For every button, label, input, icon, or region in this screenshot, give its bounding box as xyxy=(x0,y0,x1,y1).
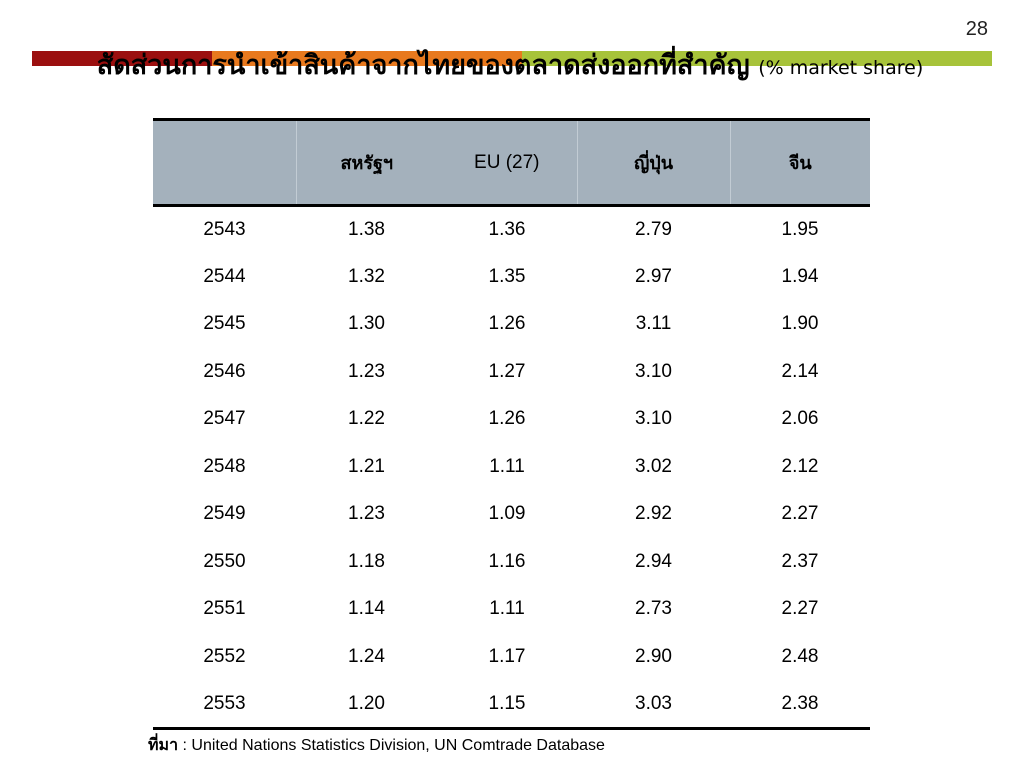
stripe-orange xyxy=(212,51,522,66)
cell-eu: 1.26 xyxy=(488,313,526,335)
cell-year: 2543 xyxy=(203,219,246,240)
title-main: สัดส่วนการนำเข้าสินค้าจากไทยของตลาดส่งออ… xyxy=(96,50,750,81)
cell-eu: 1.36 xyxy=(488,219,526,240)
cell-japan: 3.10 xyxy=(635,360,672,382)
cell-eu: 1.11 xyxy=(489,598,525,620)
cell-china: 2.12 xyxy=(781,455,819,477)
cell-china: 2.37 xyxy=(781,550,819,572)
cell-usa: 1.30 xyxy=(348,313,385,335)
cell-usa: 1.23 xyxy=(348,503,385,525)
cell-japan: 3.02 xyxy=(635,455,672,477)
cell-eu: 1.35 xyxy=(488,265,526,287)
table-row: 2544 1.32 1.35 2.97 1.94 xyxy=(153,253,870,301)
table-row: 2552 1.24 1.17 2.90 2.48 xyxy=(153,633,870,681)
cell-eu: 1.26 xyxy=(488,408,526,430)
cell-china: 1.95 xyxy=(781,219,819,240)
cell-china: 2.27 xyxy=(781,598,819,620)
cell-usa: 1.14 xyxy=(348,598,385,620)
cell-japan: 3.11 xyxy=(635,313,672,335)
header-year xyxy=(153,118,296,207)
table-row: 2545 1.30 1.26 3.11 1.90 xyxy=(153,301,870,349)
cell-usa: 1.22 xyxy=(348,408,385,430)
header-usa: สหรัฐฯ xyxy=(295,118,437,207)
header-eu: EU (27) xyxy=(437,118,577,207)
cell-eu: 1.11 xyxy=(489,455,525,477)
cell-japan: 2.79 xyxy=(635,219,672,240)
title-unit: (% market share) xyxy=(758,57,924,79)
cell-china: 1.90 xyxy=(781,313,819,335)
cell-year: 2548 xyxy=(203,455,246,477)
stripe-green xyxy=(522,51,992,66)
cell-usa: 1.21 xyxy=(348,455,385,477)
cell-year: 2544 xyxy=(203,265,246,287)
cell-japan: 2.73 xyxy=(635,598,672,620)
table-body: 2543 1.38 1.36 2.79 1.95 2544 1.32 1.35 2.97 1.94… xyxy=(153,206,870,730)
cell-china: 2.27 xyxy=(781,503,819,525)
header-china: จีน xyxy=(729,118,870,207)
cell-usa: 1.18 xyxy=(348,550,385,572)
table-row: 2549 1.23 1.09 2.92 2.27 xyxy=(153,491,870,539)
table-row: 2548 1.21 1.11 3.02 2.12 xyxy=(153,443,870,491)
cell-eu: 1.17 xyxy=(488,645,526,667)
cell-china: 2.06 xyxy=(781,408,819,430)
source-text: : United Nations Statistics Division, UN… xyxy=(182,737,605,754)
cell-year: 2552 xyxy=(203,645,246,667)
cell-year: 2546 xyxy=(203,360,246,382)
cell-japan: 3.10 xyxy=(635,408,672,430)
cell-eu: 1.16 xyxy=(488,550,526,572)
cell-year: 2545 xyxy=(203,313,246,335)
header-japan: ญี่ปุ่น xyxy=(576,118,730,207)
source-label: ที่มา xyxy=(148,735,179,754)
table-row: 2543 1.38 1.36 2.79 1.95 xyxy=(153,206,870,254)
cell-china: 2.38 xyxy=(730,680,870,730)
source-note: ที่มา : United Nations Statistics Divisi… xyxy=(148,733,605,758)
cell-year: 2550 xyxy=(203,550,246,572)
cell-japan: 2.97 xyxy=(635,265,672,287)
cell-china: 1.94 xyxy=(781,265,819,287)
slide-title: สัดส่วนการนำเข้าสินค้าจากไทยของตลาดส่งออ… xyxy=(30,42,990,92)
decorative-stripe xyxy=(32,51,992,66)
cell-year: 2551 xyxy=(203,598,246,620)
cell-japan: 3.03 xyxy=(577,680,730,730)
table-row: 2553 1.20 1.15 3.03 2.38 xyxy=(153,680,870,730)
table-row: 2547 1.22 1.26 3.10 2.06 xyxy=(153,396,870,444)
cell-china: 2.48 xyxy=(781,645,819,667)
table-row: 2550 1.18 1.16 2.94 2.37 xyxy=(153,538,870,586)
cell-japan: 2.92 xyxy=(635,503,672,525)
cell-eu: 1.15 xyxy=(437,680,577,730)
cell-japan: 2.90 xyxy=(635,645,672,667)
cell-year: 2547 xyxy=(203,408,246,430)
cell-year: 2549 xyxy=(203,503,246,525)
cell-china: 2.14 xyxy=(781,360,819,382)
stripe-red xyxy=(32,51,212,66)
cell-japan: 2.94 xyxy=(635,550,672,572)
cell-eu: 1.09 xyxy=(488,503,526,525)
cell-usa: 1.38 xyxy=(348,219,385,240)
table-row: 2551 1.14 1.11 2.73 2.27 xyxy=(153,586,870,634)
cell-usa: 1.20 xyxy=(296,680,437,730)
table-header-row: สหรัฐฯ EU (27) ญี่ปุ่น จีน xyxy=(153,118,870,207)
cell-eu: 1.27 xyxy=(488,360,526,382)
cell-year: 2553 xyxy=(153,680,296,730)
cell-usa: 1.32 xyxy=(348,265,385,287)
page-number: 28 xyxy=(965,18,988,40)
cell-usa: 1.24 xyxy=(348,645,385,667)
table-row: 2546 1.23 1.27 3.10 2.14 xyxy=(153,348,870,396)
market-share-table: สหรัฐฯ EU (27) ญี่ปุ่น จีน 2543 1.38 1.36 2… xyxy=(153,118,870,730)
cell-usa: 1.23 xyxy=(348,360,385,382)
